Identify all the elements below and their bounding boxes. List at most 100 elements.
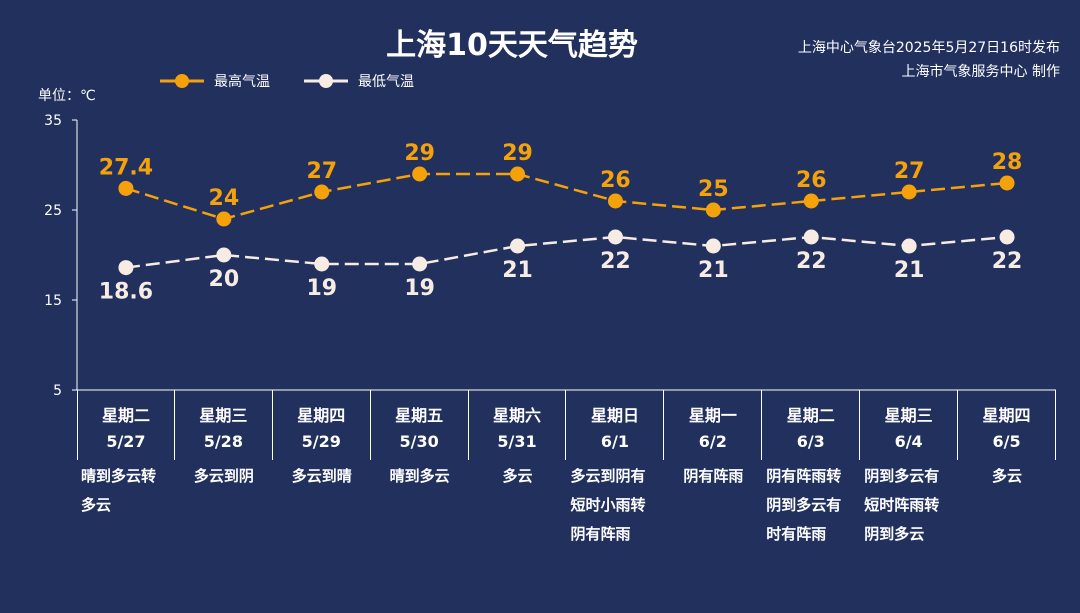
high-temp-point xyxy=(314,184,330,200)
day-weather: 多云到晴 xyxy=(291,467,352,485)
high-temp-label: 26 xyxy=(796,168,827,193)
day-column: 星期三 6/4 xyxy=(860,390,959,460)
legend-high-label: 最高气温 xyxy=(214,74,270,90)
day-weather: 多云到阴有短时小雨转阴有阵雨 xyxy=(570,467,646,543)
day-column: 星期日 6/1 xyxy=(567,390,665,460)
day-weekday: 星期四 xyxy=(982,406,1031,425)
day-column: 星期三 5/28 xyxy=(175,390,273,460)
legend-item-low: 最低气温 xyxy=(304,71,414,91)
day-date: 5/30 xyxy=(399,432,439,451)
issuer-info: 上海中心气象台2025年5月27日16时发布 上海市气象服务中心 制作 xyxy=(798,36,1060,84)
low-temp-label: 19 xyxy=(404,276,435,301)
low-temp-label: 20 xyxy=(209,267,240,292)
issuer-line-1: 上海中心气象台2025年5月27日16时发布 xyxy=(797,40,1060,56)
day-weekday: 星期二 xyxy=(786,406,835,425)
legend-low-marker-icon xyxy=(304,74,348,88)
low-temp-point xyxy=(510,238,526,254)
day-column: 星期一 6/2 xyxy=(664,390,763,460)
legend: 最高气温 最低气温 xyxy=(160,70,448,92)
legend-low-label: 最低气温 xyxy=(358,74,414,90)
day-weekday: 星期二 xyxy=(101,406,150,425)
day-date: 6/4 xyxy=(894,432,923,451)
day-weather: 阴有阵雨 xyxy=(683,467,744,485)
day-weather: 多云 xyxy=(502,467,533,485)
high-temp-label: 28 xyxy=(992,150,1023,175)
day-column: 星期六 5/31 xyxy=(469,390,567,460)
high-temp-label: 27 xyxy=(306,159,337,184)
low-temp-point xyxy=(118,260,134,276)
day-weekday: 星期四 xyxy=(297,406,346,425)
day-date: 5/31 xyxy=(497,432,537,451)
day-date: 6/3 xyxy=(796,432,825,451)
day-date: 5/29 xyxy=(301,432,341,451)
day-date: 6/5 xyxy=(992,432,1021,451)
day-weekday: 星期三 xyxy=(199,406,248,425)
low-temp-label: 22 xyxy=(600,249,631,274)
day-weather: 晴到多云转多云 xyxy=(81,467,157,514)
legend-item-high: 最高气温 xyxy=(160,71,270,91)
day-weather: 阴有阵雨转阴到多云有时有阵雨 xyxy=(766,467,842,543)
low-temp-point xyxy=(216,247,232,263)
high-temp-label: 24 xyxy=(209,186,240,211)
day-date: 6/2 xyxy=(698,432,727,451)
y-tick-label: 15 xyxy=(44,293,62,309)
day-weekday: 星期六 xyxy=(493,406,542,425)
day-date: 6/1 xyxy=(600,432,629,451)
issuer-line-2: 上海市气象服务中心 制作 xyxy=(901,64,1060,80)
day-weather: 阴到多云有短时阵雨转阴到多云 xyxy=(864,467,940,543)
day-weekday: 星期日 xyxy=(590,406,639,425)
low-temp-point xyxy=(314,256,330,272)
high-temp-point xyxy=(803,193,819,209)
legend-high-marker-icon xyxy=(160,74,204,88)
page-title: 上海10天天气趋势 xyxy=(386,28,638,63)
high-temp-label: 25 xyxy=(698,177,729,202)
low-temp-label: 18.6 xyxy=(99,280,153,305)
day-weekday: 星期五 xyxy=(395,406,444,425)
low-temp-point xyxy=(412,256,428,272)
day-weekday: 星期三 xyxy=(884,406,933,425)
y-tick-label: 5 xyxy=(53,383,62,399)
high-temp-point xyxy=(607,193,623,209)
low-temp-point xyxy=(705,238,721,254)
day-weather: 多云 xyxy=(992,467,1023,485)
day-weather: 多云到阴 xyxy=(193,467,254,485)
unit-label: 单位：℃ xyxy=(38,88,96,104)
high-temp-label: 29 xyxy=(502,141,533,166)
low-temp-label: 21 xyxy=(502,258,533,283)
low-temp-label: 19 xyxy=(306,276,337,301)
high-temp-point xyxy=(216,211,232,227)
high-temp-point xyxy=(901,184,917,200)
low-temp-label: 21 xyxy=(698,258,729,283)
high-temp-label: 27 xyxy=(894,159,925,184)
y-tick-label: 25 xyxy=(44,203,62,219)
high-temp-label: 27.4 xyxy=(99,155,153,180)
day-weather: 晴到多云 xyxy=(389,467,450,485)
low-temp-line xyxy=(125,235,1008,269)
low-temp-point xyxy=(999,229,1015,245)
day-column: 星期二 5/27 xyxy=(77,390,175,460)
y-tick-label: 35 xyxy=(44,113,62,129)
high-temp-label: 29 xyxy=(404,141,435,166)
day-weekday: 星期一 xyxy=(688,406,737,425)
low-temp-point xyxy=(607,229,623,245)
high-temp-point xyxy=(118,180,134,196)
low-temp-point xyxy=(901,238,917,254)
day-column: 星期五 5/30 xyxy=(371,390,469,460)
high-temp-point xyxy=(999,175,1015,191)
high-temp-point xyxy=(412,166,428,182)
day-column: 星期四 5/29 xyxy=(273,390,371,460)
day-date: 5/28 xyxy=(203,432,243,451)
high-temp-point xyxy=(705,202,721,218)
day-date: 5/27 xyxy=(106,432,146,451)
high-temp-line xyxy=(125,172,1008,221)
low-temp-label: 22 xyxy=(796,249,827,274)
high-temp-label: 26 xyxy=(600,168,631,193)
day-column: 星期四 6/5 xyxy=(958,390,1056,460)
day-column: 星期二 6/3 xyxy=(762,390,861,460)
low-temp-label: 22 xyxy=(992,249,1023,274)
low-temp-point xyxy=(803,229,819,245)
high-temp-point xyxy=(510,166,526,182)
low-temp-label: 21 xyxy=(894,258,925,283)
